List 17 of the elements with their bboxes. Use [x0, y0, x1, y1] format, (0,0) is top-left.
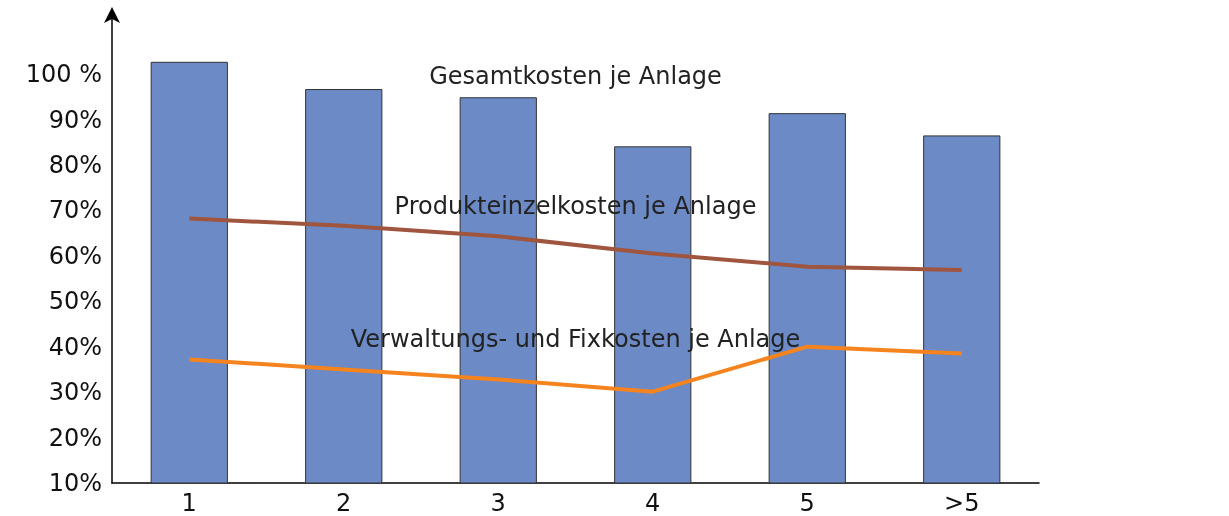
y-tick-label: 30% — [48, 378, 102, 407]
x-tick-label: 1 — [181, 489, 197, 516]
x-tick-label: 5 — [799, 489, 815, 516]
y-tick-label: 70% — [48, 196, 102, 225]
y-tick-label: 20% — [48, 423, 102, 452]
y-tick-label: 80% — [48, 150, 102, 179]
x-tick-label: 4 — [645, 489, 661, 516]
x-tick-label: 2 — [336, 489, 352, 516]
x-tick-label: >5 — [944, 489, 980, 516]
y-tick-label: 50% — [48, 287, 102, 316]
x-tick-label: 3 — [490, 489, 506, 516]
y-tick-label: 90% — [48, 105, 102, 134]
series-label: Gesamtkosten je Anlage — [429, 61, 722, 90]
y-tick-label: 60% — [48, 241, 102, 270]
y-tick-label: 10% — [48, 469, 102, 497]
y-tick-label: 40% — [48, 332, 102, 361]
y-tick-label: 100 % — [25, 60, 102, 89]
